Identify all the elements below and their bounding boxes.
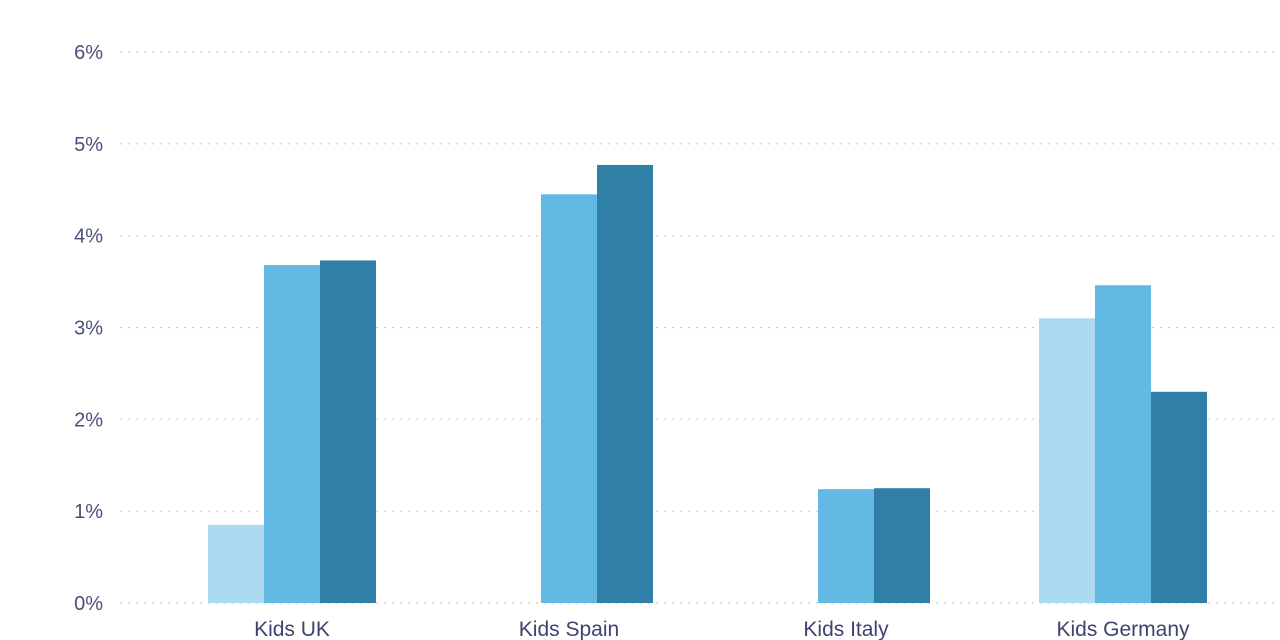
y-tick-label: 1% bbox=[74, 501, 103, 523]
x-category-label: Kids UK bbox=[254, 618, 330, 640]
y-tick-label: 3% bbox=[74, 318, 103, 340]
bar-3-2 bbox=[1151, 391, 1207, 603]
bar-0-0 bbox=[208, 524, 264, 603]
y-tick-label: 2% bbox=[74, 409, 103, 431]
bar-3-0 bbox=[1039, 318, 1095, 603]
bar-0-2 bbox=[320, 260, 376, 603]
y-tick-label: 6% bbox=[74, 42, 103, 64]
x-category-label: Kids Italy bbox=[803, 618, 889, 640]
bar-1-2 bbox=[597, 164, 653, 603]
x-category-label: Kids Spain bbox=[519, 618, 619, 640]
y-tick-label: 4% bbox=[74, 226, 103, 248]
bars bbox=[208, 164, 1207, 603]
y-axis-ticks: 0% 1% 2% 3% 4% 5% 6% bbox=[74, 42, 103, 615]
bar-0-1 bbox=[264, 265, 320, 603]
bar-2-1 bbox=[818, 489, 874, 603]
y-tick-label: 0% bbox=[74, 593, 103, 615]
y-tick-label: 5% bbox=[74, 134, 103, 156]
bar-2-2 bbox=[874, 488, 930, 603]
bar-1-1 bbox=[541, 194, 597, 603]
x-category-label: Kids Germany bbox=[1056, 618, 1190, 640]
bar-3-1 bbox=[1095, 285, 1151, 603]
